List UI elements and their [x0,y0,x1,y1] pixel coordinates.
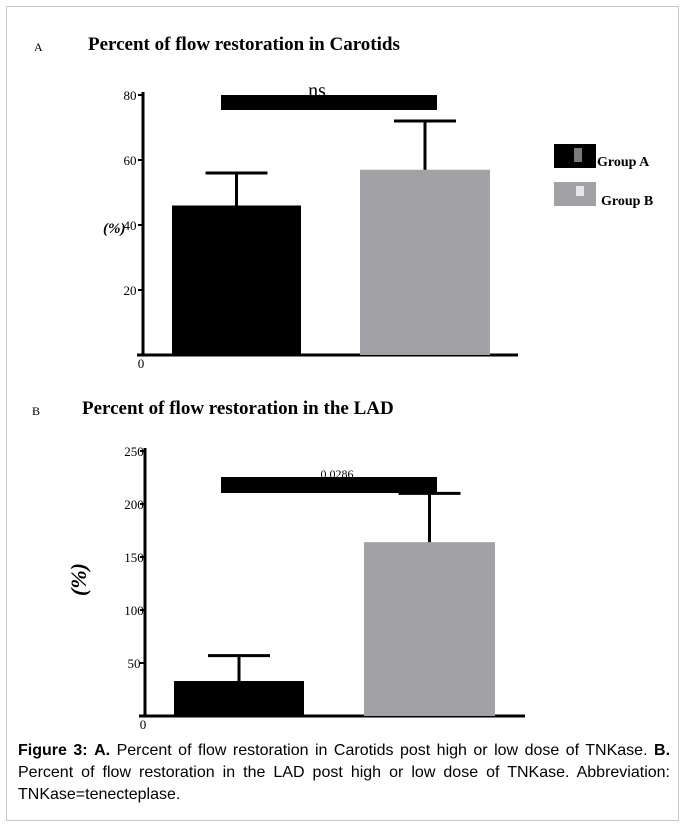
panel-a-bar-group-a [172,205,301,355]
panel-a-y-tick-label: 80 [124,88,137,103]
panel-a-bars [172,119,490,355]
panel-a-y-tick-label: 40 [124,218,137,233]
caption-a-text: Percent of flow restoration in Carotids … [116,742,648,759]
caption-b-text: Percent of flow restoration in the LAD p… [18,764,670,803]
panel-b-y-tick-label: 100 [124,603,144,618]
panel-a-ylabel: (%) [103,221,126,237]
figure-caption: Figure 3: A. Percent of flow restoration… [18,740,670,806]
panel-b-y-tick-label: 50 [128,656,141,671]
panel-a-significance-bar [221,95,437,110]
legend-swatch-group-a-pattern [574,148,582,162]
panel-b-ylabel: (%) [66,563,91,596]
panel-a-y-tick-label: 60 [124,153,137,168]
legend-label-group-b: Group B [601,194,653,209]
panel-b-y-tick-label: 150 [124,550,144,565]
legend: Group A Group B [554,144,653,209]
panel-a-significance-label: ns [308,80,326,102]
panel-a-title: Percent of flow restoration in Carotids [88,34,400,55]
panel-a: A Percent of flow restoration in Carotid… [34,34,518,371]
panel-b-label: B [32,404,40,418]
panel-b-y-tick-label: 0 [140,717,147,732]
panel-a-bar-group-b [360,169,490,355]
panel-b: B Percent of flow restoration in the LAD… [32,398,525,732]
caption-a-label: A. [94,742,111,759]
panel-b-y-tick-label: 200 [124,497,144,512]
panel-b-significance-bar [221,477,437,493]
legend-swatch-group-b-pattern [576,186,584,196]
panel-b-bar-group-a [174,681,304,716]
panel-b-bar-group-b [364,542,495,716]
caption-b-label: B. [654,742,671,759]
caption-figure-label: Figure 3: [18,742,88,759]
panel-a-y-tick-label: 20 [124,283,137,298]
panel-b-significance-label: 0.0286 [321,467,354,481]
panel-b-title: Percent of flow restoration in the LAD [82,398,394,419]
panel-a-y-tick-label: 0 [138,356,145,371]
legend-swatch-group-b [554,182,596,206]
legend-label-group-a: Group A [597,155,650,170]
panel-b-y-tick-label: 250 [124,444,144,459]
figure-frame [6,6,679,821]
panel-a-label: A [34,40,43,54]
panel-b-bars [174,491,495,716]
